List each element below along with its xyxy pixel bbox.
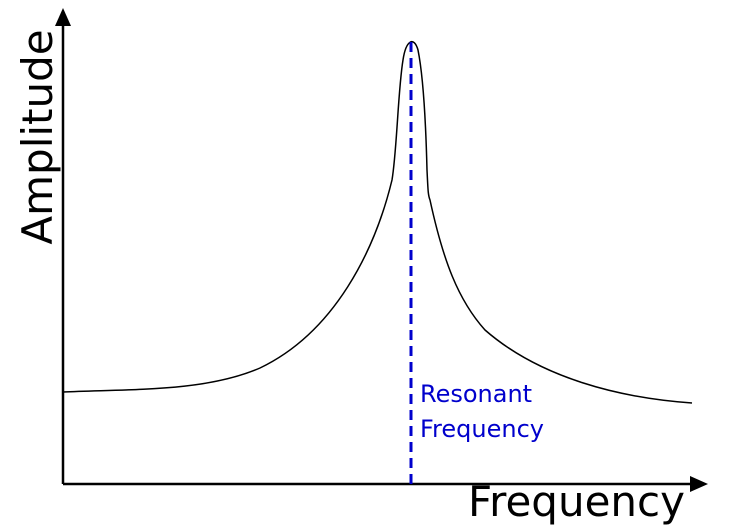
resonant-frequency-label-line1: Resonant [420,380,532,408]
x-axis-label: Frequency [468,477,685,526]
x-axis-arrowhead [690,476,708,492]
resonant-frequency-label-line2: Frequency [420,415,544,443]
y-axis-label: Amplitude [13,29,62,244]
y-axis-arrowhead [55,8,71,26]
axes [55,8,708,492]
amplitude-curve [62,40,693,404]
